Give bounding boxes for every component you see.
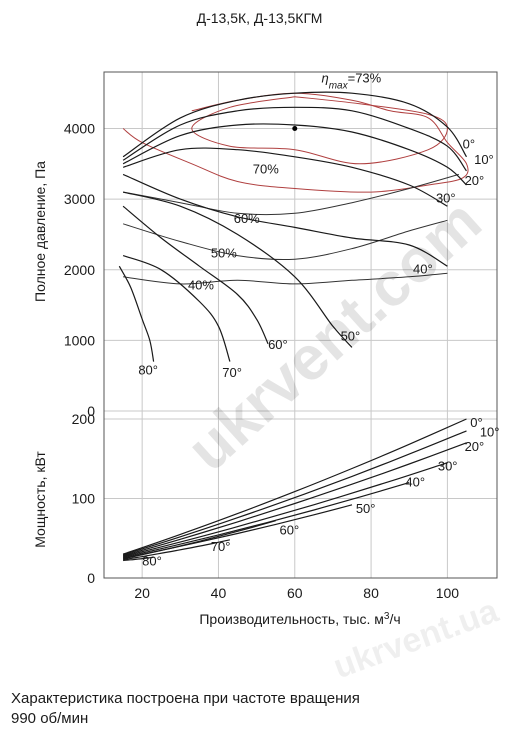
y-tick-label: 100	[72, 490, 96, 506]
pressure-curve	[122, 191, 353, 348]
pressure-curve	[122, 173, 448, 267]
pressure-curve	[122, 147, 448, 207]
pressure-curve-label: 10°	[474, 152, 494, 167]
power-curve	[122, 430, 467, 556]
pressure-curve-label: 20°	[465, 173, 485, 188]
efficiency-label: ηmax=73%	[321, 71, 381, 92]
efficiency-contour	[122, 92, 469, 193]
efficiency-contour	[123, 272, 448, 285]
y-tick-label: 3000	[64, 191, 95, 207]
pressure-curve	[118, 265, 155, 362]
pressure-curve-label: 60°	[268, 337, 288, 352]
power-curve	[122, 442, 467, 557]
efficiency-label: 70%	[253, 162, 279, 177]
efficiency-contour	[123, 173, 459, 216]
x-tick-label: 40	[211, 585, 227, 601]
x-tick-label: 60	[287, 585, 303, 601]
footnote: Характеристика построена при частоте вра…	[11, 689, 511, 729]
power-curve	[122, 418, 467, 555]
x-tick-label: 100	[436, 585, 460, 601]
x-tick-label: 20	[134, 585, 150, 601]
power-curve-label: 30°	[438, 459, 458, 474]
pressure-curve-label: 40°	[413, 261, 433, 276]
pressure-curve	[122, 91, 468, 158]
power-curve-label: 20°	[465, 439, 485, 454]
x-axis-title: Производительность, тыс. м3/ч	[199, 611, 400, 628]
pressure-curve-label: 30°	[436, 191, 456, 206]
power-curve	[122, 520, 276, 560]
y-tick-label: 4000	[64, 121, 95, 137]
y-axis-title-power: Мощность, кВт	[32, 451, 48, 548]
efficiency-label: 50%	[211, 246, 237, 261]
y-tick-label: 1000	[64, 332, 95, 348]
pressure-curve-label: 50°	[341, 328, 361, 343]
y-tick-label: 2000	[64, 262, 95, 278]
power-curve	[122, 539, 231, 561]
power-curve-label: 80°	[142, 553, 162, 568]
pressure-curve-label: 80°	[138, 362, 158, 377]
pressure-curve	[122, 106, 467, 172]
pressure-curve-label: 70°	[222, 365, 242, 380]
plot-frame	[103, 71, 498, 579]
y-axis-title-pressure: Полное давление, Па	[32, 161, 48, 302]
max-efficiency-point	[292, 126, 298, 131]
efficiency-label: 40%	[188, 278, 214, 293]
power-curve-label: 70°	[211, 539, 231, 554]
power-curve-label: 60°	[280, 522, 300, 537]
pressure-curve-label: 0°	[463, 136, 475, 151]
power-curve-label: 50°	[356, 501, 376, 516]
y-tick-label: 0	[87, 403, 95, 419]
efficiency-contour	[191, 96, 448, 165]
pressure-curve	[122, 205, 269, 345]
power-curve-label: 40°	[405, 475, 425, 490]
y-tick-label: 0	[87, 570, 95, 586]
power-curve	[123, 556, 154, 562]
power-curve-label: 0°	[470, 415, 482, 430]
x-tick-label: 80	[363, 585, 379, 601]
footnote-line-2: 990 об/мин	[11, 710, 89, 727]
y-tick-label: 200	[72, 411, 96, 427]
efficiency-contour	[122, 219, 448, 261]
pressure-curve	[122, 123, 467, 186]
pressure-curve	[122, 255, 231, 362]
footnote-line-1: Характеристика построена при частоте вра…	[11, 690, 360, 707]
power-curve	[122, 462, 448, 558]
power-curve-label: 10°	[480, 424, 500, 439]
chart-title: Д-13,5К, Д-13,5КГМ	[196, 10, 323, 26]
